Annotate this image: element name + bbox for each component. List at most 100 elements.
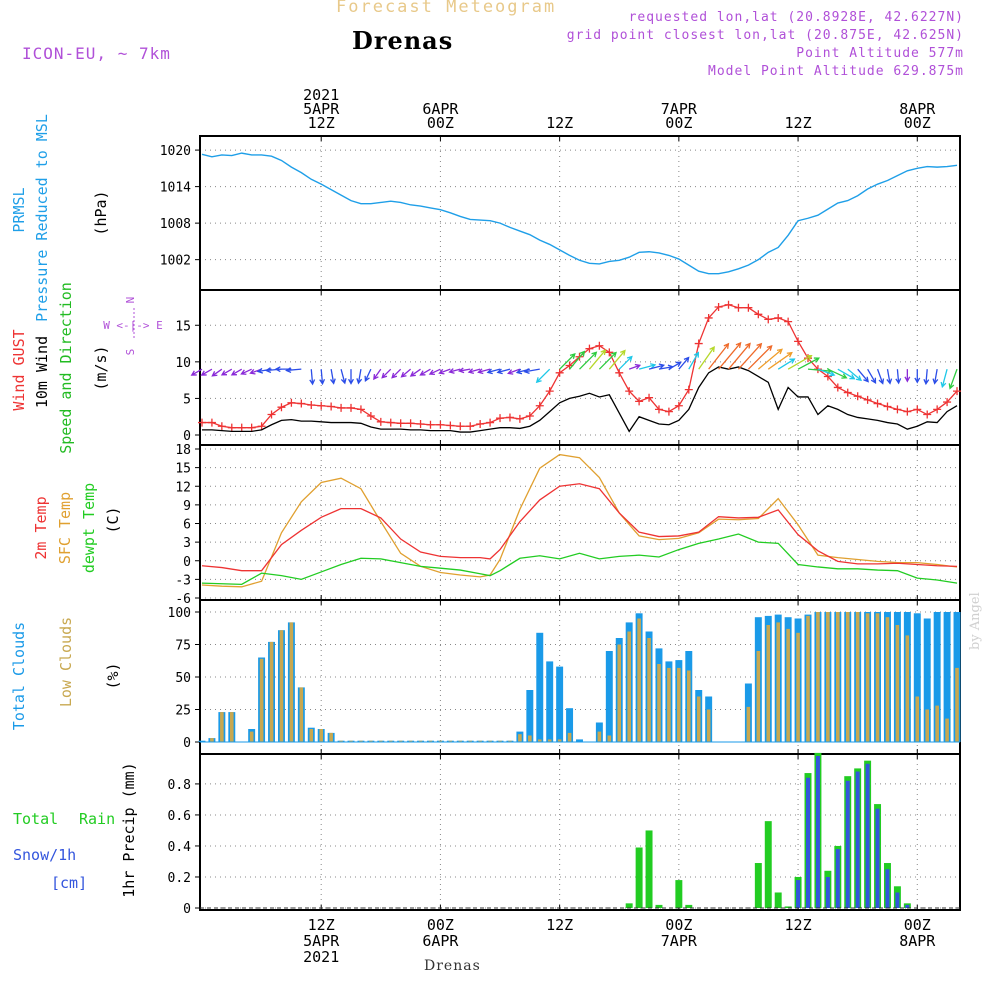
wind-direction-arrow	[698, 346, 715, 370]
wind-speed-line	[201, 366, 958, 433]
point-altitude: Point Altitude 577m	[796, 46, 964, 61]
low-cloud-bar	[339, 740, 343, 742]
gust-marker	[595, 341, 604, 350]
location-title: Drenas	[352, 26, 454, 55]
gust-marker	[635, 397, 644, 406]
wind-direction-arrow	[569, 350, 586, 370]
wind-direction-arrow	[598, 351, 617, 370]
wind-direction-arrow	[230, 368, 243, 376]
gust-marker	[247, 423, 256, 432]
wind-direction-arrow	[348, 369, 354, 385]
snow-bar	[825, 876, 830, 908]
wind-direction-arrow	[330, 369, 336, 385]
low-cloud-bar	[220, 712, 224, 742]
gust-marker	[615, 368, 624, 377]
gust-marker	[923, 410, 932, 419]
low-cloud-bar	[617, 644, 622, 742]
compass-s: S	[124, 349, 137, 356]
gust-marker	[406, 419, 415, 428]
y-tick-label: 0.8	[168, 778, 191, 793]
low-cloud-bar	[905, 635, 910, 742]
low-cloud-bar	[488, 740, 492, 742]
t2m-line	[201, 483, 958, 572]
snow-bar	[905, 904, 910, 908]
time-label-bottom: 7APR	[661, 932, 698, 950]
total-cloud-bar	[913, 613, 921, 742]
low-cloud-bar	[945, 718, 949, 742]
y-tick-label: 15	[175, 462, 191, 477]
wind-direction-arrow	[895, 369, 902, 385]
gust-marker	[287, 398, 296, 407]
y-tick-label: -3	[175, 573, 191, 588]
y-tick-label: 0.4	[168, 840, 192, 855]
wind-direction-arrow	[240, 368, 252, 375]
gust-marker	[645, 393, 654, 402]
gust-marker	[227, 423, 236, 432]
gust-marker	[823, 372, 832, 381]
gust-marker	[446, 421, 455, 430]
y-tick-label: 12	[175, 480, 191, 495]
gust-marker	[664, 407, 673, 416]
wind-direction-arrow	[648, 363, 666, 370]
rain-bar	[625, 903, 633, 908]
wind-direction-arrow	[767, 351, 793, 370]
y-tick-label: 0	[183, 429, 191, 444]
wind-direction-arrow	[535, 368, 551, 384]
wind-label: 10m Wind	[33, 336, 51, 408]
compass-we: W <-|-> E	[103, 319, 163, 332]
low-cloud-bar	[567, 732, 572, 742]
requested-coords: requested lon,lat (20.8928E, 42.6227N)	[628, 10, 964, 25]
time-label-bottom: 12Z	[308, 916, 335, 934]
pressure-sublabel: Pressure Reduced to MSL	[33, 114, 51, 322]
snow-bar	[806, 777, 810, 908]
low-cloud-bar	[398, 740, 403, 742]
time-label-top: 7APR	[661, 100, 698, 118]
gust-marker	[396, 419, 405, 428]
gust-marker	[774, 313, 783, 322]
gust-marker	[674, 401, 683, 410]
gust-marker	[585, 344, 594, 353]
y-tick-label: -6	[175, 592, 191, 607]
low-cloud-bar	[677, 667, 681, 742]
compass-n: N	[124, 297, 137, 304]
time-label-top: 5APR	[303, 100, 340, 118]
time-label-bottom: 00Z	[427, 916, 454, 934]
wind-direction-arrow	[523, 368, 540, 375]
wind-direction-arrow	[618, 355, 633, 370]
y-tick-label: 0	[183, 555, 191, 570]
low-cloud-bar	[875, 613, 880, 742]
time-label-bottom: 8APR	[899, 932, 936, 950]
wind-direction-arrow	[914, 369, 921, 384]
wind-direction-arrow	[264, 367, 282, 374]
wind-direction-arrow	[857, 368, 869, 383]
rain-bar	[774, 892, 782, 908]
gust-marker	[863, 395, 872, 404]
low-cloud-bar	[379, 740, 383, 742]
wind-direction-arrow	[678, 356, 690, 370]
y-tick-label: 3	[183, 536, 191, 551]
low-cloud-bar	[925, 709, 930, 742]
gust-marker	[476, 420, 485, 429]
low-cloud-bar	[667, 667, 671, 742]
snow-bar	[815, 756, 820, 908]
time-label-top: 00Z	[904, 114, 931, 132]
grid-coords: grid point closest lon,lat (20.875E, 42.…	[566, 28, 964, 43]
dewpt-line	[201, 533, 958, 585]
low-cloud-bar	[438, 740, 443, 742]
wind-direction-arrow	[438, 368, 451, 375]
wind-direction-arrow	[559, 353, 576, 370]
wind-direction-arrow	[200, 368, 213, 376]
gust-marker	[337, 403, 346, 412]
rain-bar	[685, 904, 693, 908]
low-cloud-bar	[259, 658, 264, 742]
low-cloud-bar	[319, 729, 323, 742]
y-tick-label: 100	[168, 606, 191, 621]
gust-marker	[525, 411, 534, 420]
gust-line	[201, 304, 958, 429]
low-cloud-bar	[249, 731, 254, 742]
wind-direction-arrow	[400, 368, 412, 378]
low-cloud-bar	[895, 625, 900, 742]
wind-direction-arrow	[340, 368, 347, 385]
gust-marker	[496, 414, 505, 423]
